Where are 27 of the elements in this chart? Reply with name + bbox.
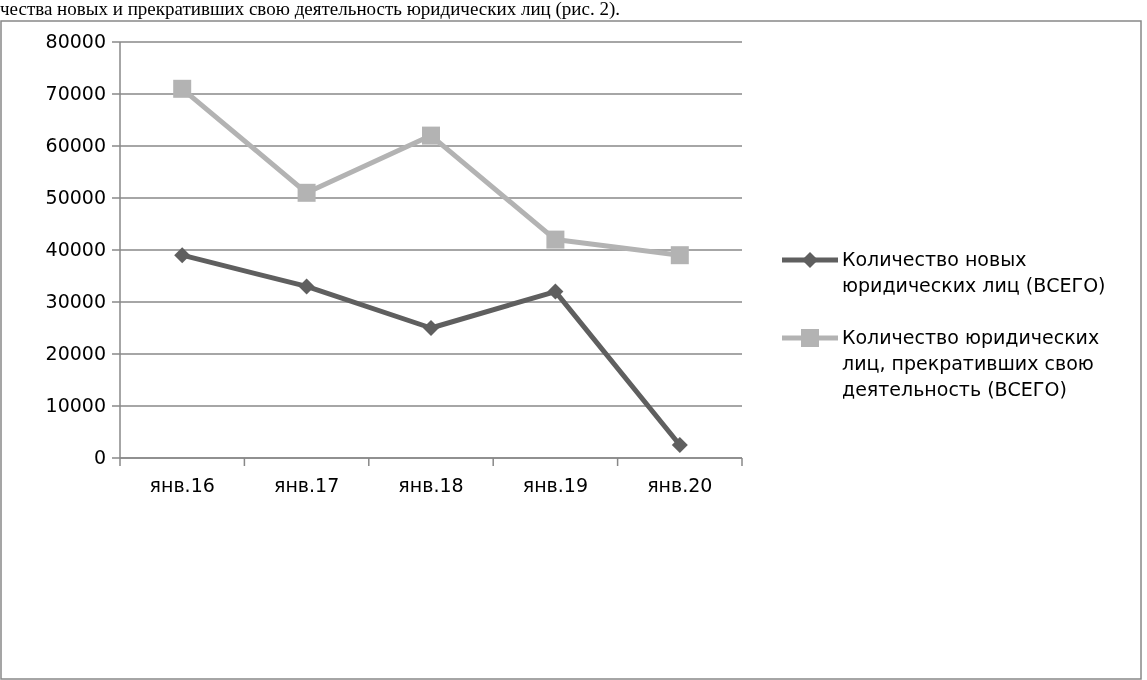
x-tick-label: янв.17 xyxy=(273,474,340,496)
y-tick-label: 50000 xyxy=(45,185,106,208)
y-tick-label: 70000 xyxy=(45,81,106,104)
x-tick-label: янв.19 xyxy=(522,474,589,496)
point xyxy=(298,278,315,295)
y-tick-label: 60000 xyxy=(45,133,106,156)
legend-label: Количество юридических лиц, прекративших свою деятельность (ВСЕГО) xyxy=(842,326,1100,400)
point xyxy=(546,230,565,249)
point xyxy=(422,126,440,145)
point xyxy=(173,79,192,98)
y-tick-label: 20000 xyxy=(45,341,106,364)
point xyxy=(671,437,688,453)
y-tick-label: 80000 xyxy=(45,29,106,52)
y-tick-label: 10000 xyxy=(45,393,106,416)
y-tick-label: 0 xyxy=(93,445,106,468)
y-tick-label: 40000 xyxy=(45,237,106,260)
x-tick-label: янв.20 xyxy=(647,474,713,496)
point xyxy=(297,183,316,202)
point xyxy=(670,246,689,265)
x-tick-label: янв.18 xyxy=(398,474,464,496)
text: чества новых и прекративших свою деятельность юридических лиц (рис. 2). xyxy=(0,0,620,20)
y-tick-label: 30000 xyxy=(45,289,106,312)
point xyxy=(174,247,191,264)
point xyxy=(423,320,439,336)
point xyxy=(547,283,564,300)
x-tick-label: янв.16 xyxy=(149,474,215,496)
legend-label: Количество новых юридических лиц (ВСЕГО) xyxy=(842,248,1106,296)
